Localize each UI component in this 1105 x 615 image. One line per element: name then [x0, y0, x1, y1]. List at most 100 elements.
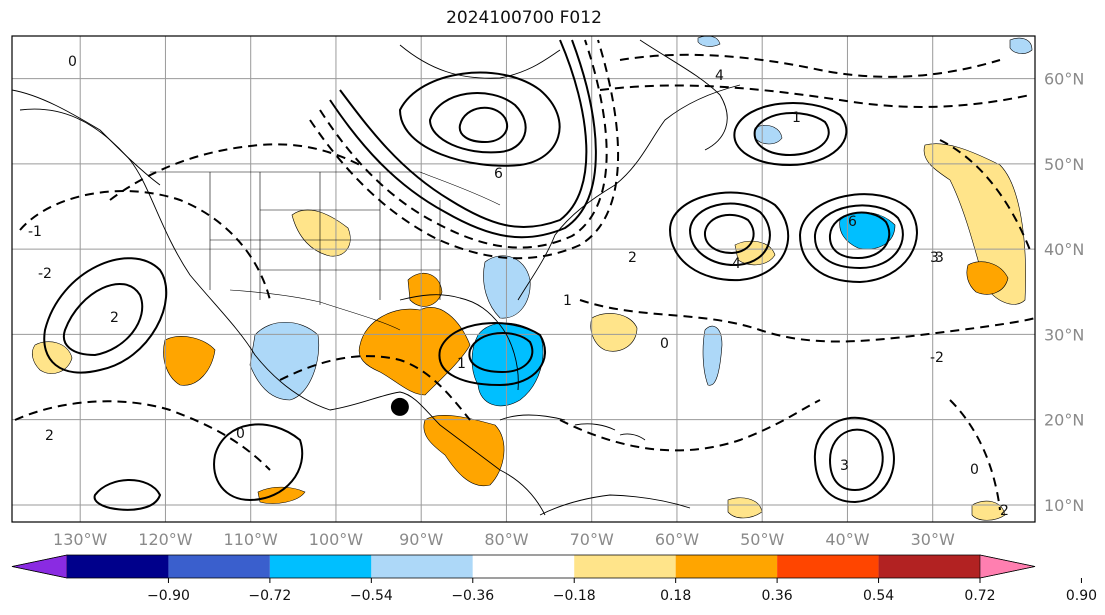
- latitude-label: 10°N: [1044, 496, 1084, 515]
- colorbar-segment: [168, 555, 270, 578]
- colorbar-tick-label: −0.72: [248, 588, 291, 604]
- longitude-label: 80°W: [484, 530, 528, 549]
- longitude-label: 70°W: [570, 530, 614, 549]
- longitude-label: 60°W: [655, 530, 699, 549]
- anomaly-texas-positive: [407, 272, 443, 307]
- colorbar-segment: [269, 555, 372, 578]
- colorbar: −0.90 −0.72 −0.54 −0.36 −0.18 0.18 0.36 0.54 0.7…: [11, 554, 1097, 604]
- longitude-label: 120°W: [138, 530, 193, 549]
- contours: [14, 39, 1035, 511]
- contour-neg-7: [279, 355, 471, 421]
- contour-neg-5: [619, 53, 1001, 78]
- contour-label: 6: [848, 214, 857, 230]
- contour-jet-4: [309, 39, 620, 260]
- contour-pacific-s-low: [93, 479, 162, 511]
- contour-label: 0: [68, 54, 77, 70]
- anomaly-ne-atlantic-positive: [923, 143, 1026, 305]
- colorbar-tick-label: 0.18: [660, 588, 691, 604]
- colorbar-tick-label: −0.54: [350, 588, 393, 604]
- longitude-label: 130°W: [53, 530, 108, 549]
- contour-gulf-2: [468, 331, 534, 374]
- anomaly-pacific-w-positive: [31, 341, 73, 374]
- anomaly-atlantic-positive: [590, 313, 638, 352]
- coastline-caribbean-islands: [499, 414, 646, 441]
- anomaly-sw-positive: [257, 486, 306, 504]
- coastline-hudson-bay: [399, 44, 561, 79]
- colorbar-outline: [11, 554, 1036, 579]
- contour-neg-4: [559, 399, 821, 452]
- contour-label: 6: [494, 166, 503, 182]
- anomaly-south-positive: [727, 497, 763, 519]
- anomaly-gulf-positive: [358, 307, 471, 396]
- border-state-grid: [209, 172, 441, 305]
- colorbar-tick-label: 0.90: [1066, 588, 1097, 604]
- anomaly-caribbean-positive: [423, 414, 505, 487]
- contour-label: 0: [660, 336, 669, 352]
- contour-atl-east-1: [798, 193, 918, 284]
- contour-jet-1: [339, 39, 588, 229]
- contour-label-group: 0 2 4 6 1 3 -2 -1 0 2 1 4 3 6 2 0 -2 1 0…: [28, 54, 1009, 519]
- coastline-alaska: [12, 89, 161, 186]
- anomaly-florida-negative: [471, 322, 544, 407]
- latitude-label: 20°N: [1044, 411, 1084, 430]
- longitude-labels: 130°W 120°W 110°W 100°W 90°W 80°W 70°W 60°W 50°W…: [53, 530, 955, 549]
- contour-label: -2: [38, 266, 52, 282]
- contour-neg-1: [19, 190, 271, 301]
- contour-atl-west-2: [688, 202, 771, 267]
- border-us-canada: [150, 171, 501, 206]
- contour-jet-2: [329, 39, 597, 239]
- colorbar-segment: [675, 555, 778, 578]
- contour-label: -1: [28, 224, 42, 240]
- contour-label: 3: [935, 250, 944, 266]
- longitude-label: 40°W: [825, 530, 869, 549]
- contour-neg-8: [939, 139, 1031, 251]
- colorbar-extend-high: [979, 554, 1036, 579]
- political-borders: [150, 171, 501, 331]
- latitude-label: 30°N: [1044, 325, 1084, 344]
- anomaly-labrador-negative: [754, 125, 783, 145]
- storm-center-marker: [390, 397, 409, 416]
- contour-neg-6: [599, 84, 1031, 108]
- latitude-label: 60°N: [1044, 70, 1084, 89]
- contour-canada-2: [428, 92, 527, 154]
- contour-label: -2: [930, 350, 944, 366]
- contour-label: 1: [792, 110, 801, 126]
- colorbar-tick-label: 0.54: [863, 588, 894, 604]
- contour-atl-east-2: [813, 204, 904, 270]
- contour-gulf-1: [438, 322, 546, 387]
- colorbar-segment: [574, 555, 676, 578]
- contour-atl-west-3: [703, 213, 755, 255]
- colorbar-tick-label: 0.72: [964, 588, 995, 604]
- contour-label: 3: [930, 250, 939, 266]
- latitude-label: 40°N: [1044, 240, 1084, 259]
- contour-mexico-low: [213, 423, 304, 502]
- coastline-gulf-north: [399, 294, 501, 326]
- map-title: 2024100700 F012: [446, 8, 602, 28]
- longitude-label: 50°W: [740, 530, 784, 549]
- contour-atl-east-3: [828, 211, 891, 260]
- longitude-label: 110°W: [224, 530, 279, 549]
- contour-pacific-2: [62, 283, 144, 357]
- contour-neg-9: [949, 399, 1001, 511]
- map-frame: [11, 35, 1036, 523]
- colorbar-tick-label: 0.36: [762, 588, 793, 604]
- anomaly-mexico-negative: [249, 322, 320, 401]
- contour-neg-2: [14, 400, 271, 471]
- colorbar-tick-label: −0.36: [451, 588, 494, 604]
- colorbar-segment: [371, 555, 473, 578]
- contour-jet-3: [319, 39, 608, 249]
- colorbar-segment: [878, 555, 980, 578]
- contour-lab-1: [733, 102, 848, 167]
- contour-label: 4: [732, 256, 741, 272]
- anomaly-tropatl-negative: [702, 325, 723, 386]
- contour-pacific-1: [43, 257, 168, 374]
- contour-satl-1: [813, 416, 895, 504]
- longitude-label: 30°W: [911, 530, 955, 549]
- contour-label: 0: [236, 426, 245, 442]
- anomaly-se-corner-positive: [971, 500, 1006, 521]
- colorbar-segment: [472, 555, 575, 578]
- contour-canada-3: [458, 106, 508, 144]
- contour-label: 1: [563, 293, 572, 309]
- longitude-label: 100°W: [309, 530, 364, 549]
- latitude-labels: 60°N 50°N 40°N 30°N 20°N 10°N: [1044, 70, 1084, 515]
